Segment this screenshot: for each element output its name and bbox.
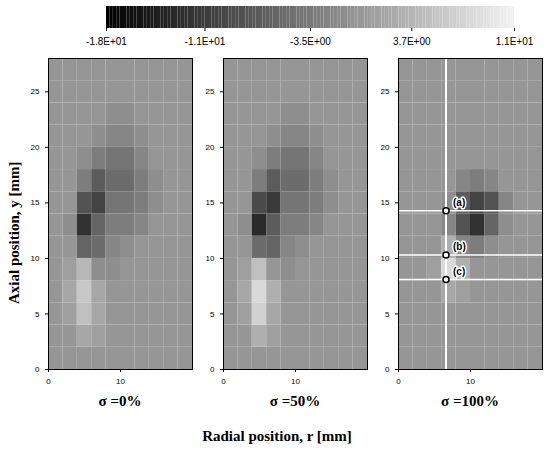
svg-text:10: 10: [291, 377, 300, 386]
svg-text:1.1E+01: 1.1E+01: [496, 36, 534, 47]
svg-text:20: 20: [31, 143, 40, 152]
svg-text:(c): (c): [453, 266, 465, 277]
svg-text:25: 25: [206, 87, 215, 96]
svg-text:-3.5E+00: -3.5E+00: [290, 36, 331, 47]
svg-text:0: 0: [46, 377, 51, 386]
svg-text:10: 10: [466, 377, 475, 386]
svg-text:(a): (a): [453, 197, 465, 208]
html-text:Axial position, y [mm]: Axial position, y [mm]: [6, 161, 22, 305]
svg-text:15: 15: [206, 198, 215, 207]
html-text:σ =50%: σ =50%: [269, 393, 321, 409]
svg-text:25: 25: [381, 87, 390, 96]
svg-text:15: 15: [31, 198, 40, 207]
html-text:σ =0%: σ =0%: [98, 393, 142, 409]
svg-text:15: 15: [381, 198, 390, 207]
svg-text:10: 10: [116, 377, 125, 386]
html-text:Radial position, r [mm]: Radial position, r [mm]: [202, 428, 352, 444]
svg-text:3.7E+00: 3.7E+00: [393, 36, 431, 47]
svg-text:20: 20: [206, 143, 215, 152]
svg-text:5: 5: [210, 310, 215, 319]
svg-text:10: 10: [206, 254, 215, 263]
svg-text:0: 0: [396, 377, 401, 386]
svg-text:10: 10: [31, 254, 40, 263]
svg-text:(b): (b): [453, 241, 466, 252]
html-text:σ =100%: σ =100%: [441, 393, 499, 409]
svg-text:-1.1E+01: -1.1E+01: [185, 36, 226, 47]
svg-text:0: 0: [210, 365, 215, 374]
svg-text:5: 5: [385, 310, 390, 319]
svg-text:25: 25: [31, 87, 40, 96]
svg-text:0: 0: [385, 365, 390, 374]
svg-text:10: 10: [381, 254, 390, 263]
svg-text:-1.8E+01: -1.8E+01: [86, 36, 127, 47]
svg-text:5: 5: [35, 310, 40, 319]
svg-text:0: 0: [221, 377, 226, 386]
svg-text:20: 20: [381, 143, 390, 152]
svg-text:0: 0: [35, 365, 40, 374]
